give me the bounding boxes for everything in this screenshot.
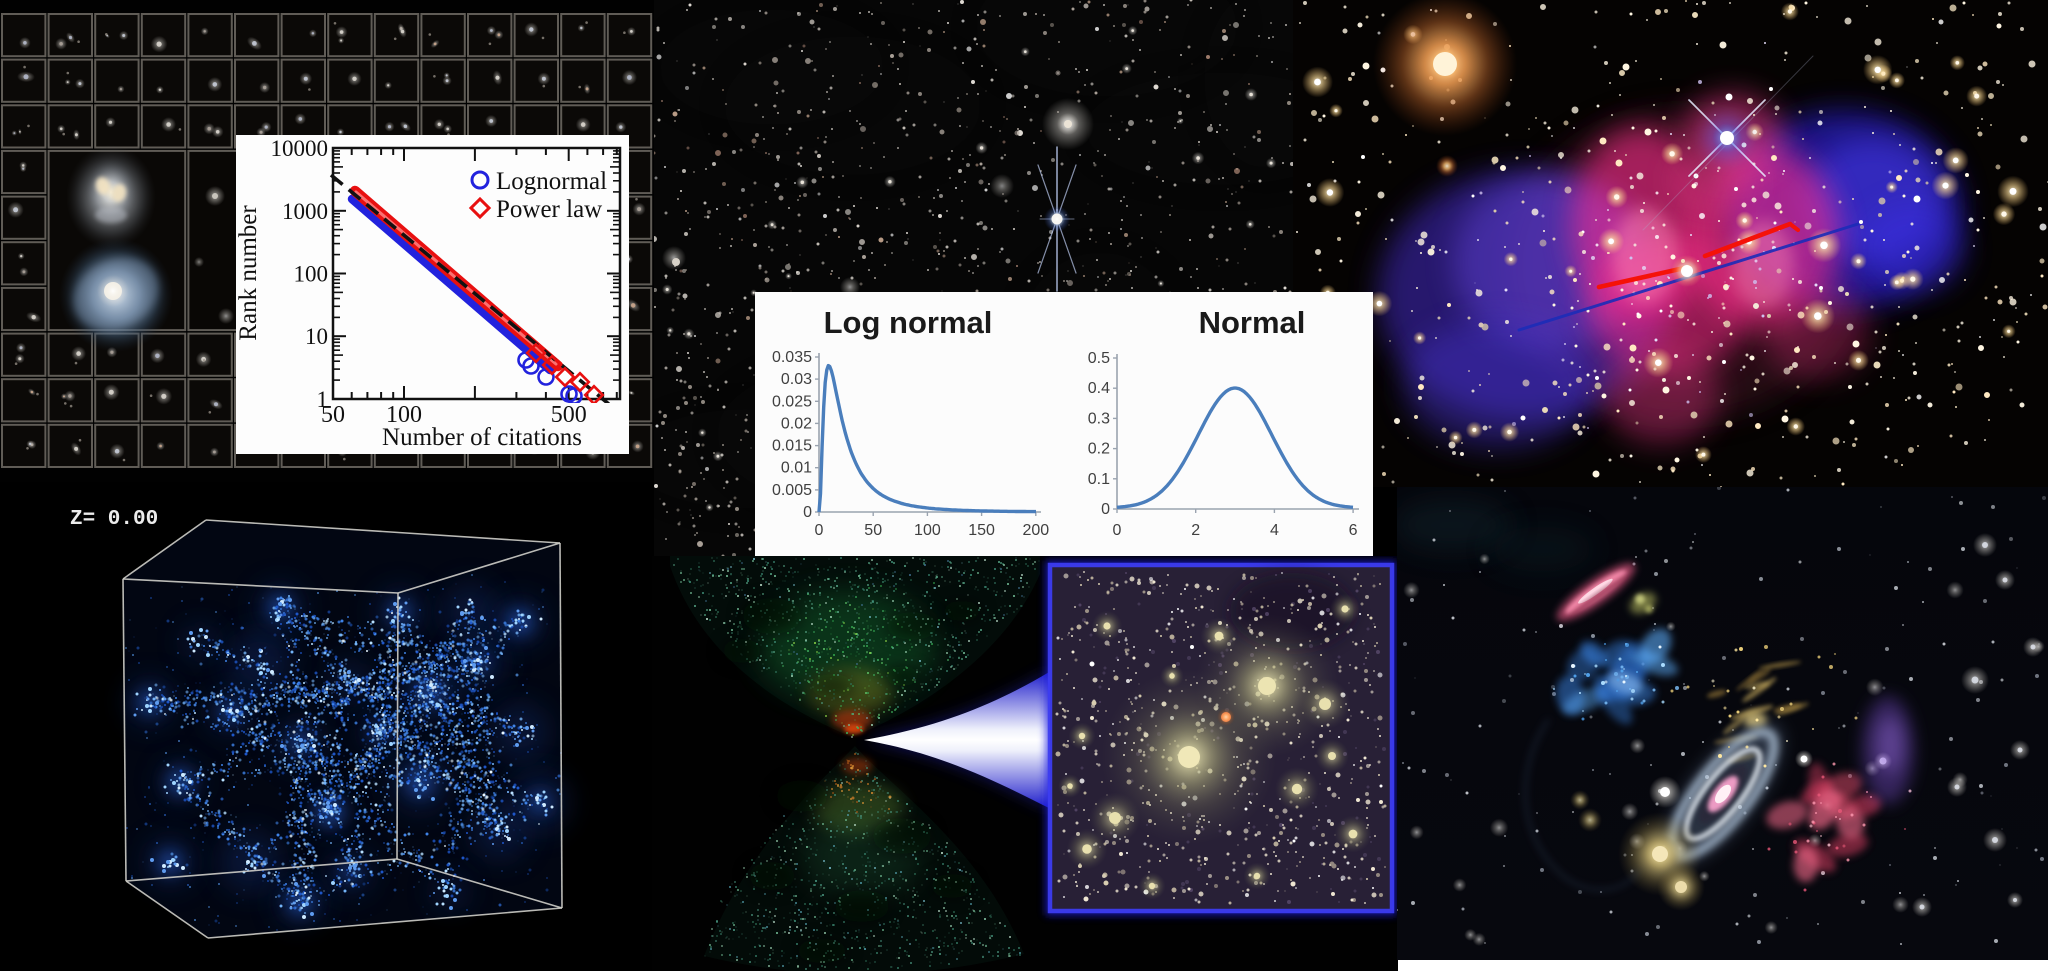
svg-text:10: 10 — [305, 324, 328, 349]
svg-text:0: 0 — [1101, 501, 1110, 518]
svg-text:0.015: 0.015 — [772, 438, 812, 455]
svg-text:Rank number: Rank number — [236, 205, 262, 341]
svg-text:50: 50 — [864, 522, 882, 539]
svg-text:1000: 1000 — [282, 199, 328, 224]
svg-text:200: 200 — [1022, 522, 1049, 539]
svg-text:Number of citations: Number of citations — [382, 424, 582, 451]
svg-text:150: 150 — [968, 522, 995, 539]
svg-text:Lognormal: Lognormal — [496, 168, 607, 195]
svg-text:2: 2 — [1191, 522, 1200, 539]
svg-text:50: 50 — [321, 402, 345, 428]
svg-text:0.2: 0.2 — [1088, 441, 1110, 458]
svg-text:0: 0 — [815, 522, 824, 539]
svg-text:6: 6 — [1349, 522, 1358, 539]
svg-text:0: 0 — [1113, 522, 1122, 539]
svg-text:10000: 10000 — [271, 136, 329, 161]
svg-text:Z= 0.00: Z= 0.00 — [70, 508, 158, 531]
svg-text:0.5: 0.5 — [1088, 350, 1110, 367]
svg-text:Power law: Power law — [496, 196, 602, 223]
svg-text:Normal: Normal — [1199, 305, 1306, 340]
svg-text:0.3: 0.3 — [1088, 410, 1110, 427]
svg-text:Log normal: Log normal — [824, 305, 993, 340]
svg-text:100: 100 — [914, 522, 941, 539]
svg-text:0.1: 0.1 — [1088, 471, 1110, 488]
svg-text:0.02: 0.02 — [781, 415, 812, 432]
svg-text:0.4: 0.4 — [1088, 380, 1110, 397]
svg-text:0: 0 — [803, 504, 812, 521]
svg-text:0.03: 0.03 — [781, 371, 812, 388]
svg-text:4: 4 — [1270, 522, 1279, 539]
svg-text:0.035: 0.035 — [772, 349, 812, 366]
svg-text:500: 500 — [551, 402, 587, 428]
svg-text:0.005: 0.005 — [772, 482, 812, 499]
svg-text:100: 100 — [294, 262, 329, 287]
svg-text:0.01: 0.01 — [781, 460, 812, 477]
svg-text:1: 1 — [317, 387, 329, 412]
svg-text:0.025: 0.025 — [772, 393, 812, 410]
svg-text:100: 100 — [386, 402, 422, 428]
